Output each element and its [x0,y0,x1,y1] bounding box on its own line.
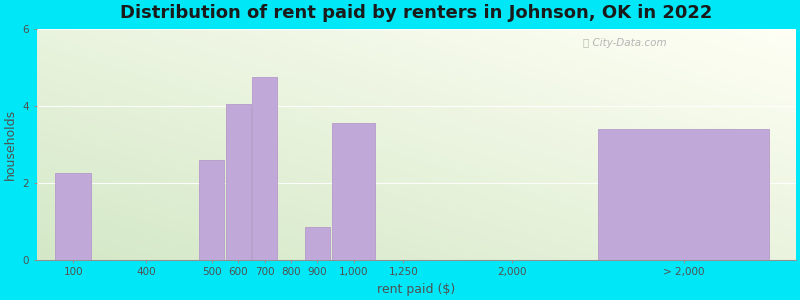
Title: Distribution of rent paid by renters in Johnson, OK in 2022: Distribution of rent paid by renters in … [120,4,713,22]
X-axis label: rent paid ($): rent paid ($) [378,283,455,296]
Bar [226,104,250,260]
Bar [598,129,770,260]
Bar [252,77,277,260]
Bar [332,123,375,260]
Bar [199,160,224,260]
Text: ⓘ City-Data.com: ⓘ City-Data.com [583,38,667,49]
Bar [55,173,91,260]
Bar [305,227,330,260]
Y-axis label: households: households [4,109,17,180]
